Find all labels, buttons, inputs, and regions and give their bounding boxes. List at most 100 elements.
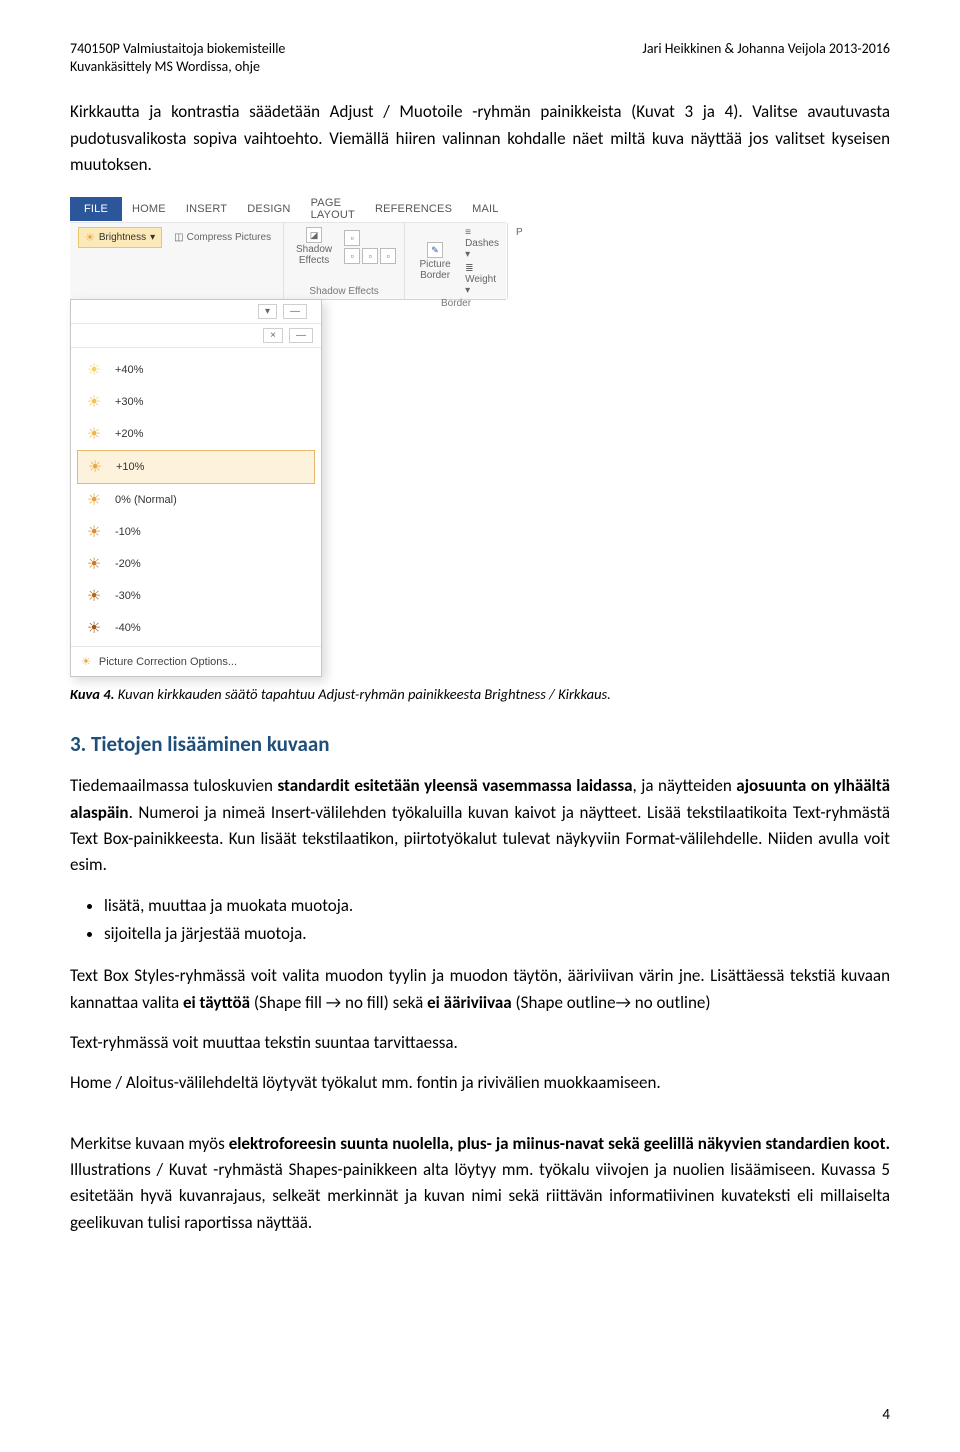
sun-icon: ☀	[83, 359, 105, 381]
dropdown-dash[interactable]: —	[283, 304, 307, 319]
border-icon: ✎	[427, 242, 443, 258]
p1e: . Numeroi ja nimeä Insert-välilehden työ…	[70, 802, 890, 876]
p1a: Tiedemaailmassa tuloskuvien	[70, 775, 277, 796]
brightness-button[interactable]: ☀ Brightness ▾	[78, 227, 162, 248]
picture-correction-options[interactable]: ☀ Picture Correction Options...	[71, 646, 321, 676]
dropdown-controls-2: × —	[71, 324, 321, 348]
section3-para4: Home / Aloitus-välilehdeltä löytyvät työ…	[70, 1070, 890, 1096]
shadow-effects-text: Shadow Effects	[292, 244, 336, 266]
weight-label: Weight	[465, 274, 496, 285]
dropdown-chevron[interactable]: ▾	[258, 304, 277, 319]
brightness-option[interactable]: ☀+10%	[77, 450, 315, 484]
ribbon-tab-home[interactable]: HOME	[122, 198, 176, 220]
brightness-option-label: -40%	[115, 622, 141, 634]
correction-options-label: Picture Correction Options...	[99, 656, 237, 668]
header-subtitle: Kuvankäsittely MS Wordissa, ohje	[70, 58, 890, 75]
ribbon-tab-mail[interactable]: MAIL	[462, 198, 508, 220]
figure-caption: Kuva 4. Kuvan kirkkauden säätö tapahtuu …	[70, 685, 890, 703]
p2d: ei ääriviivaa	[427, 992, 512, 1013]
brightness-option[interactable]: ☀ -20%	[77, 548, 315, 580]
brightness-option-label: +40%	[115, 364, 143, 376]
caption-prefix: Kuva 4.	[70, 685, 114, 703]
shadow-icon: ◪	[306, 227, 322, 243]
shadow-effects-group-label: Shadow Effects	[292, 286, 396, 297]
weight-icon: ≣	[465, 263, 473, 274]
brightness-option-label: +30%	[115, 396, 143, 408]
header-authors: Jari Heikkinen & Johanna Veijola 2013-20…	[642, 40, 890, 58]
intro-paragraph: Kirkkautta ja kontrastia säädetään Adjus…	[70, 99, 890, 178]
brightness-option-label: 0% (Normal)	[115, 494, 177, 506]
nudge-left-icon[interactable]: ▫	[344, 248, 360, 264]
compress-icon: ◫	[174, 232, 183, 243]
bullet-list: lisätä, muuttaa ja muokata muotoja. sijo…	[104, 893, 890, 948]
dropdown-dash2[interactable]: —	[289, 328, 313, 343]
sun-icon: ☀	[84, 456, 106, 478]
dashes-button[interactable]: ≡ Dashes ▾	[465, 227, 499, 260]
ribbon-tab-insert[interactable]: INSERT	[176, 198, 237, 220]
brightness-option[interactable]: ☀-30%	[77, 580, 315, 612]
page-header: 740150P Valmiustaitoja biokemisteille Ja…	[70, 40, 890, 58]
p-label: P	[516, 227, 523, 238]
ribbon-tab-references[interactable]: REFERENCES	[365, 198, 462, 220]
ribbon-tab-file[interactable]: FILE	[70, 197, 122, 221]
brightness-label: Brightness	[99, 232, 146, 243]
list-item: sijoitella ja järjestää muotoja.	[104, 921, 890, 947]
ribbon-tabs: FILE HOME INSERT DESIGN PAGE LAYOUT REFE…	[70, 196, 506, 222]
picture-border-text: Picture Border	[413, 259, 457, 281]
brightness-option[interactable]: ☀ +40%	[77, 354, 315, 386]
brightness-list: ☀+40%☀+30%☀+20%☀+10%☀0% (Normal)☀-10%☀-2…	[71, 348, 321, 646]
dropdown-controls: ▾ —	[71, 300, 321, 324]
p1b: standardit esitetään yleensä vasemmassa …	[277, 775, 632, 796]
section3-para3: Text-ryhmässä voit muuttaa tekstin suunt…	[70, 1030, 890, 1056]
brightness-option[interactable]: ☀ -40%	[77, 612, 315, 644]
weight-button[interactable]: ≣ Weight ▾	[465, 263, 499, 296]
brightness-option[interactable]: ☀ 0% (Normal)	[77, 484, 315, 516]
section-3-heading: 3. Tietojen lisääminen kuvaan	[70, 731, 890, 757]
section3-para1: Tiedemaailmassa tuloskuvien standardit e…	[70, 773, 890, 878]
p2c: (Shape fill → no fill) sekä	[250, 992, 427, 1013]
border-group-label: Border	[413, 298, 499, 309]
chevron-down-icon: ▾	[150, 232, 155, 243]
group-label-blank	[78, 286, 275, 297]
p2e: (Shape outline→ no outline)	[512, 992, 711, 1013]
brightness-option-label: -20%	[115, 558, 141, 570]
sun-icon: ☀	[83, 617, 105, 639]
brightness-option[interactable]: ☀+20%	[77, 418, 315, 450]
word-ribbon-screenshot: FILE HOME INSERT DESIGN PAGE LAYOUT REFE…	[70, 196, 506, 677]
brightness-option[interactable]: ☀-10%	[77, 516, 315, 548]
brightness-option-label: +20%	[115, 428, 143, 440]
section3-para2: Text Box Styles-ryhmässä voit valita muo…	[70, 963, 890, 1016]
picture-border-button[interactable]: ✎ Picture Border	[413, 242, 457, 281]
dropdown-close[interactable]: ×	[263, 328, 283, 343]
header-course-code: 740150P Valmiustaitoja biokemisteille	[70, 40, 285, 58]
nudge-up-icon[interactable]: ▫	[344, 230, 360, 246]
ribbon-group-shadow: ◪ Shadow Effects ▫ ▫ ▫ ▫ Shadow Effects	[284, 223, 405, 299]
p5c: Illustrations / Kuvat -ryhmästä Shapes-p…	[70, 1159, 890, 1233]
page-number: 4	[882, 1406, 890, 1424]
dashes-label: Dashes	[465, 238, 499, 249]
sun-icon: ☀	[83, 553, 105, 575]
dashes-icon: ≡	[465, 227, 471, 238]
ribbon-tab-design[interactable]: DESIGN	[237, 198, 300, 220]
caption-text: Kuvan kirkkauden säätö tapahtuu Adjust-r…	[114, 685, 610, 703]
compress-label: Compress Pictures	[187, 232, 271, 243]
brightness-option[interactable]: ☀ +30%	[77, 386, 315, 418]
sun-icon: ☀	[83, 391, 105, 413]
nudge-center-icon[interactable]: ▫	[362, 248, 378, 264]
p5b: elektroforeesin suunta nuolella, plus- j…	[229, 1133, 890, 1154]
brightness-option-label: -30%	[115, 590, 141, 602]
shadow-effects-button[interactable]: ◪ Shadow Effects	[292, 227, 336, 266]
sun-icon: ☀	[83, 521, 105, 543]
brightness-dropdown: ▾ — × — ☀+40%☀+30%☀+20%☀+10%☀0% (Normal)…	[70, 299, 322, 677]
p5a: Merkitse kuvaan myös	[70, 1133, 229, 1154]
sun-icon: ☀	[83, 489, 105, 511]
ribbon-group-border: ✎ Picture Border ≡ Dashes ▾ ≣ Weight ▾ B…	[405, 223, 508, 299]
p1c: , ja näytteiden	[633, 775, 737, 796]
p2b: ei täyttöä	[183, 992, 250, 1013]
ribbon-tab-pagelayout[interactable]: PAGE LAYOUT	[301, 192, 365, 226]
sun-icon: ☀	[81, 655, 91, 668]
compress-pictures-button[interactable]: ◫ Compress Pictures	[170, 229, 275, 246]
nudge-right-icon[interactable]: ▫	[380, 248, 396, 264]
list-item: lisätä, muuttaa ja muokata muotoja.	[104, 893, 890, 919]
ribbon-bar: ☀ Brightness ▾ ◫ Compress Pictures ◪ Sha…	[70, 222, 506, 300]
